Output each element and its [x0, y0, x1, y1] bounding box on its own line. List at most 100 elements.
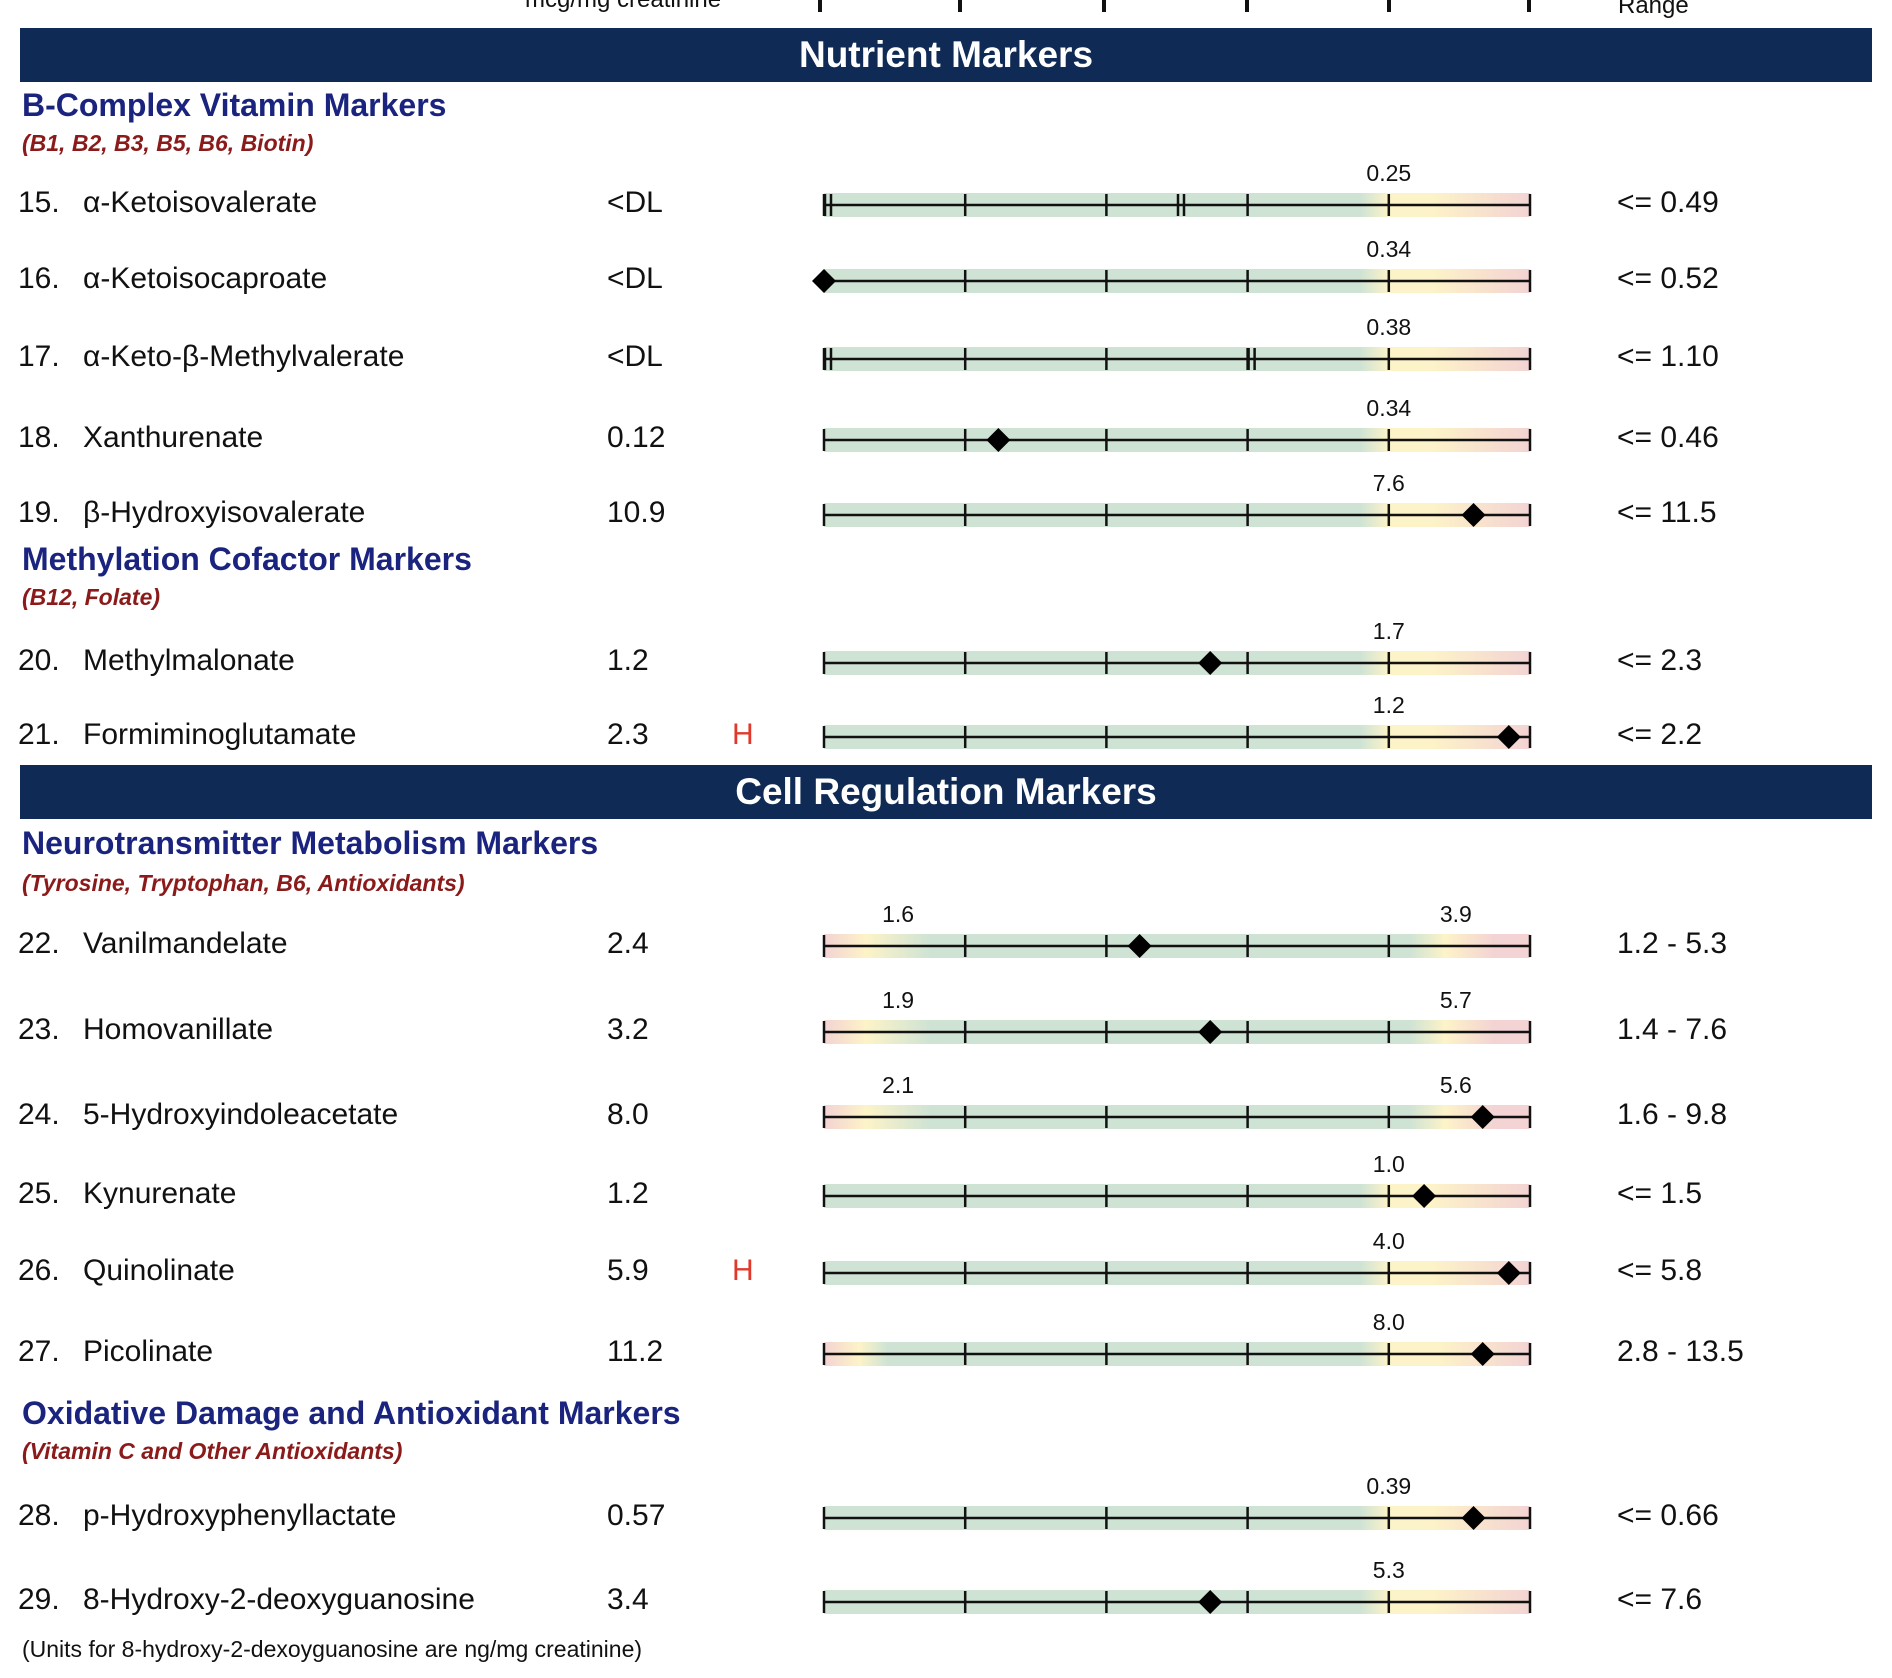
marker-value: <DL — [607, 340, 663, 373]
range-bar: 0.39 — [822, 1473, 1532, 1530]
range-bar: 1.2 — [822, 692, 1532, 749]
marker-number: 22. — [18, 927, 60, 960]
range-bar: 0.34 — [812, 236, 1532, 293]
range-bar: 2.1 5.6 — [822, 1072, 1532, 1129]
reference-range: <= 7.6 — [1617, 1583, 1703, 1616]
reference-label: 8.0 — [1373, 1309, 1405, 1335]
result-marker — [1496, 1261, 1521, 1285]
marker-value: 8.0 — [607, 1098, 649, 1131]
range-bar: 1.9 5.7 — [822, 987, 1532, 1044]
reference-label: 1.6 — [882, 901, 914, 927]
reference-label: 0.39 — [1366, 1473, 1411, 1499]
section-band-cell-regulation: Cell Regulation Markers — [20, 765, 1872, 819]
marker-name: Quinolinate — [83, 1254, 235, 1287]
marker-value: 11.2 — [607, 1335, 664, 1368]
result-marker — [986, 428, 1011, 452]
marker-number: 17. — [18, 340, 60, 373]
marker-value: 3.4 — [607, 1583, 649, 1616]
scale-tick — [1527, 0, 1531, 12]
result-marker — [1198, 1020, 1223, 1044]
marker-number: 25. — [18, 1177, 60, 1210]
range-bar: 1.0 — [822, 1151, 1532, 1208]
marker-value: 0.12 — [607, 421, 666, 454]
reference-range: <= 1.5 — [1617, 1177, 1703, 1210]
marker-value: 0.57 — [607, 1499, 666, 1532]
result-marker — [812, 269, 836, 293]
marker-number: 23. — [18, 1013, 60, 1046]
reference-label: 1.9 — [882, 987, 914, 1013]
marker-number: 21. — [18, 718, 60, 751]
result-marker — [1470, 1342, 1495, 1366]
range-label: Range — [1618, 0, 1689, 19]
group-subtitle: (B12, Folate) — [22, 584, 161, 610]
reference-range: <= 0.46 — [1617, 421, 1719, 454]
result-marker — [1496, 725, 1521, 749]
marker-number: 19. — [18, 496, 60, 529]
reference-label: 5.6 — [1440, 1072, 1472, 1098]
result-marker — [1461, 1506, 1486, 1530]
marker-name: Formiminoglutamate — [83, 718, 357, 751]
marker-name: β-Hydroxyisovalerate — [83, 496, 366, 529]
marker-name: Vanilmandelate — [83, 927, 288, 960]
range-bar: 4.0 — [822, 1228, 1532, 1285]
reference-label: 2.1 — [882, 1072, 914, 1098]
group-subtitle: (B1, B2, B3, B5, B6, Biotin) — [22, 130, 314, 156]
reference-label: 0.34 — [1366, 236, 1411, 262]
range-bar: 1.7 — [822, 618, 1532, 675]
reference-label: 0.38 — [1366, 314, 1411, 340]
range-bar: 0.38 — [822, 314, 1532, 371]
marker-number: 16. — [18, 262, 60, 295]
marker-name: Xanthurenate — [83, 421, 264, 454]
scale-tick — [1245, 0, 1249, 12]
group-title: Methylation Cofactor Markers — [22, 541, 472, 577]
marker-number: 18. — [18, 421, 60, 454]
reference-label: 4.0 — [1373, 1228, 1405, 1254]
reference-range: <= 2.2 — [1617, 718, 1703, 751]
marker-name: Kynurenate — [83, 1177, 237, 1210]
marker-number: 15. — [18, 186, 60, 219]
group-title: B-Complex Vitamin Markers — [22, 87, 447, 123]
result-marker — [1127, 934, 1152, 958]
reference-label: 0.34 — [1366, 395, 1411, 421]
marker-value: 3.2 — [607, 1013, 649, 1046]
marker-name: 5-Hydroxyindoleacetate — [83, 1098, 399, 1131]
high-flag: H — [732, 718, 754, 751]
reference-label: 1.0 — [1373, 1151, 1405, 1177]
section-band-nutrient: Nutrient Markers — [20, 28, 1872, 82]
marker-number: 26. — [18, 1254, 60, 1287]
reference-range: <= 0.66 — [1617, 1499, 1719, 1532]
range-bar: 8.0 — [822, 1309, 1532, 1366]
result-marker — [1198, 651, 1223, 675]
marker-value: 5.9 — [607, 1254, 649, 1287]
scale-tick — [1102, 0, 1106, 12]
reference-range: 2.8 - 13.5 — [1617, 1335, 1744, 1368]
marker-value: 2.3 — [607, 718, 649, 751]
group-subtitle: (Vitamin C and Other Antioxidants) — [22, 1438, 403, 1464]
marker-name: Picolinate — [83, 1335, 214, 1368]
scale-tick — [958, 0, 962, 12]
marker-value: <DL — [607, 186, 663, 219]
reference-range: <= 11.5 — [1617, 496, 1717, 529]
result-marker — [1198, 1590, 1223, 1614]
marker-value: 10.9 — [607, 496, 666, 529]
marker-number: 28. — [18, 1499, 60, 1532]
scale-tick — [818, 0, 822, 12]
marker-number: 27. — [18, 1335, 60, 1368]
range-bar: 5.3 — [822, 1557, 1532, 1614]
reference-range: <= 5.8 — [1617, 1254, 1703, 1287]
units-label: mcg/mg creatinine — [525, 0, 721, 14]
reference-range: 1.2 - 5.3 — [1617, 927, 1728, 960]
result-marker — [1412, 1184, 1437, 1208]
result-marker — [1461, 503, 1486, 527]
marker-name: α-Ketoisovalerate — [83, 186, 318, 219]
reference-label: 7.6 — [1373, 470, 1405, 496]
reference-range: <= 2.3 — [1617, 644, 1703, 677]
reference-range: <= 1.10 — [1617, 340, 1719, 373]
reference-label: 0.25 — [1366, 160, 1411, 186]
reference-label: 1.2 — [1373, 692, 1405, 718]
reference-label: 3.9 — [1440, 901, 1472, 927]
marker-name: α-Ketoisocaproate — [83, 262, 328, 295]
reference-label: 5.3 — [1373, 1557, 1405, 1583]
marker-name: Methylmalonate — [83, 644, 295, 677]
reference-range: 1.4 - 7.6 — [1617, 1013, 1728, 1046]
